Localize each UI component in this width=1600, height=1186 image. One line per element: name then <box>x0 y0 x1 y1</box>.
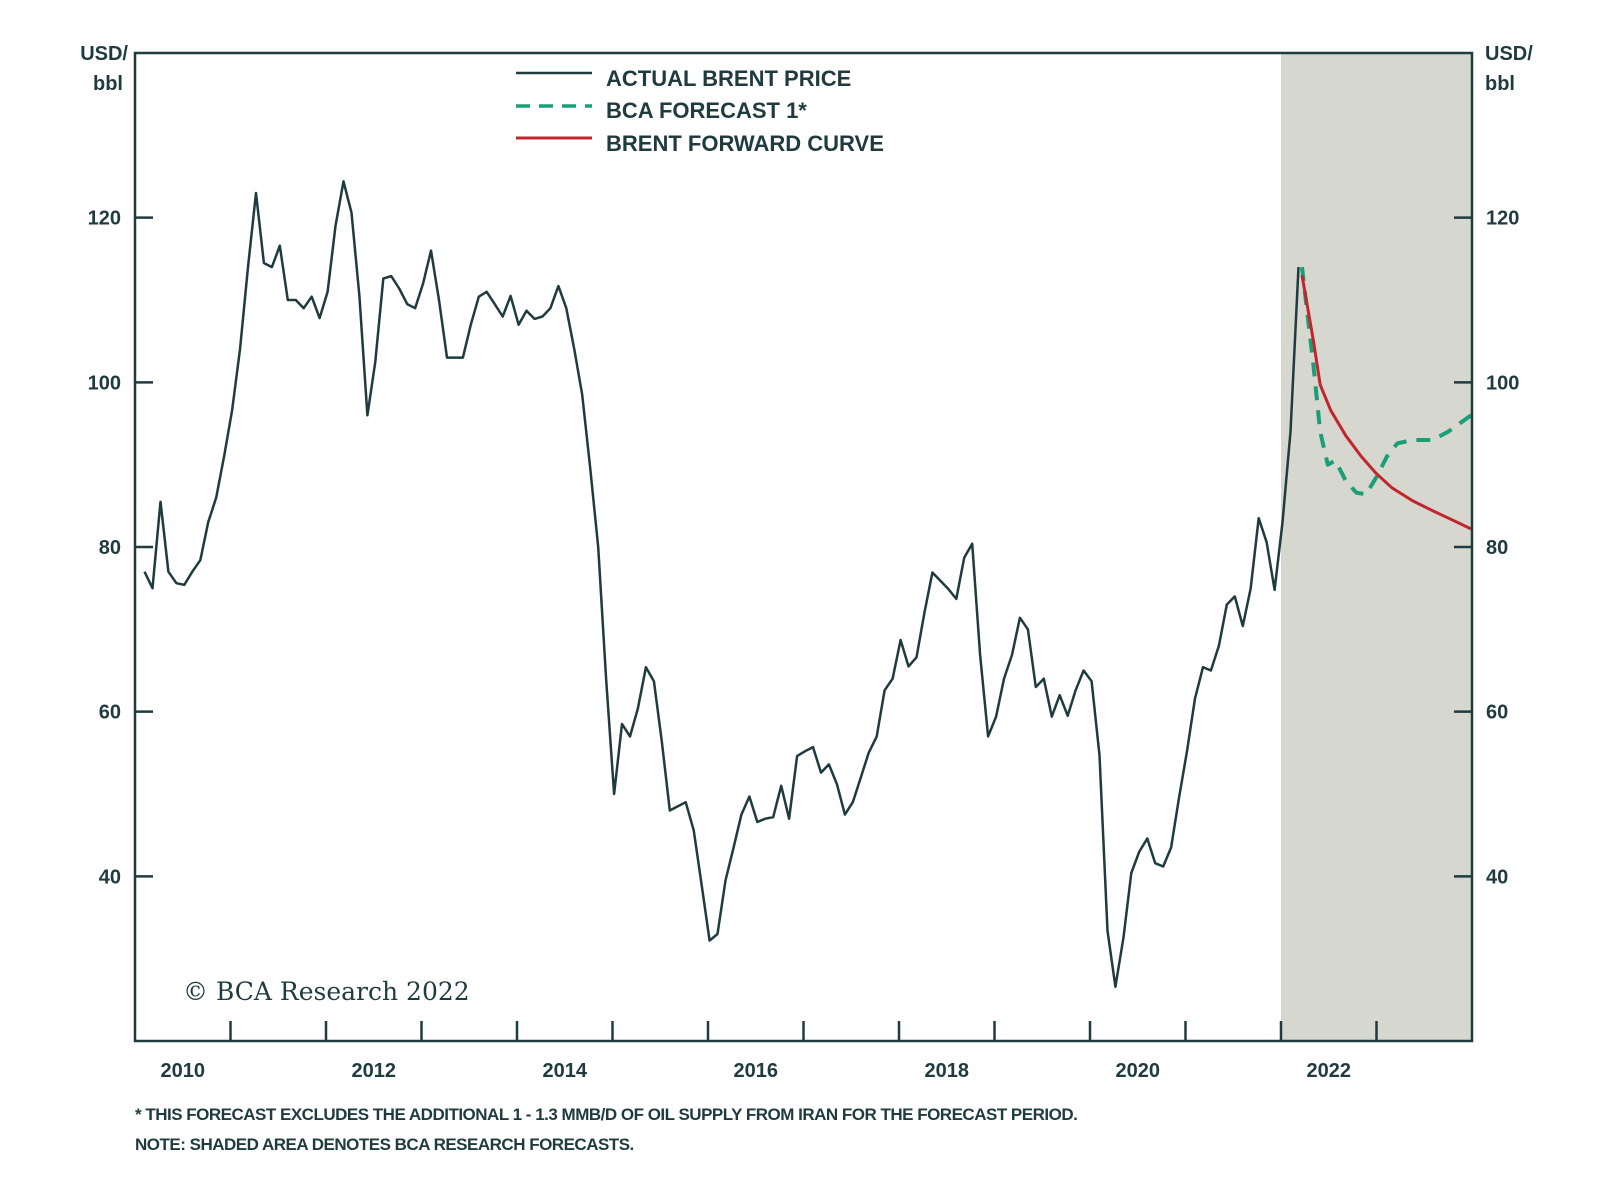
y-tick-label-left: 40 <box>99 866 121 888</box>
axis-ticks <box>135 216 1472 1041</box>
y-tick-label-right: 80 <box>1486 537 1508 559</box>
y-axis-right-unit-line2: bbl <box>1485 73 1515 95</box>
y-tick-label-right: 60 <box>1486 702 1508 724</box>
x-tick-label: 2020 <box>1116 1060 1161 1082</box>
x-tick-label: 2022 <box>1307 1060 1352 1082</box>
plot-frame <box>133 51 1474 1043</box>
footnote-iran: * THIS FORECAST EXCLUDES THE ADDITIONAL … <box>135 1105 1077 1124</box>
y-tick-label-left: 80 <box>99 537 121 559</box>
copyright-logo: © BCA Research 2022 <box>183 977 470 1006</box>
y-axis-right-unit-line1: USD/ <box>1485 43 1533 65</box>
y-tick-label-right: 100 <box>1486 372 1519 394</box>
y-axis-left-unit-line1: USD/ <box>80 43 128 65</box>
x-tick-label: 2014 <box>543 1060 588 1082</box>
x-tick-label: 2016 <box>734 1060 779 1082</box>
y-tick-label-left: 100 <box>88 372 121 394</box>
y-axis-left-unit-line2: bbl <box>93 73 123 95</box>
brent-forward-curve-line <box>1300 275 1472 531</box>
actual-brent-price-line <box>143 180 1300 988</box>
series-lines <box>143 180 1473 988</box>
x-tick-label: 2018 <box>925 1060 970 1082</box>
legend-label-forecast: BCA FORECAST 1* <box>606 98 807 123</box>
bca-forecast-line <box>1300 266 1473 497</box>
x-tick-label: 2012 <box>352 1060 397 1082</box>
y-tick-label-left: 60 <box>99 702 121 724</box>
legend-label-forward: BRENT FORWARD CURVE <box>606 131 884 156</box>
x-tick-label: 2010 <box>161 1060 206 1082</box>
y-tick-label-right: 120 <box>1486 208 1519 230</box>
tick-labels: 2010 2012 2014 2016 2018 2020 2022 40 40 60 60 80 80… <box>88 208 1520 1082</box>
footnote-shaded-area: NOTE: SHADED AREA DENOTES BCA RESEARCH F… <box>135 1135 634 1154</box>
forecast-shaded-area <box>1281 53 1472 1041</box>
legend: ACTUAL BRENT PRICE BCA FORECAST 1* BRENT… <box>516 66 884 156</box>
y-tick-label-left: 120 <box>88 208 121 230</box>
y-tick-label-right: 40 <box>1486 866 1508 888</box>
legend-label-actual: ACTUAL BRENT PRICE <box>606 66 851 91</box>
